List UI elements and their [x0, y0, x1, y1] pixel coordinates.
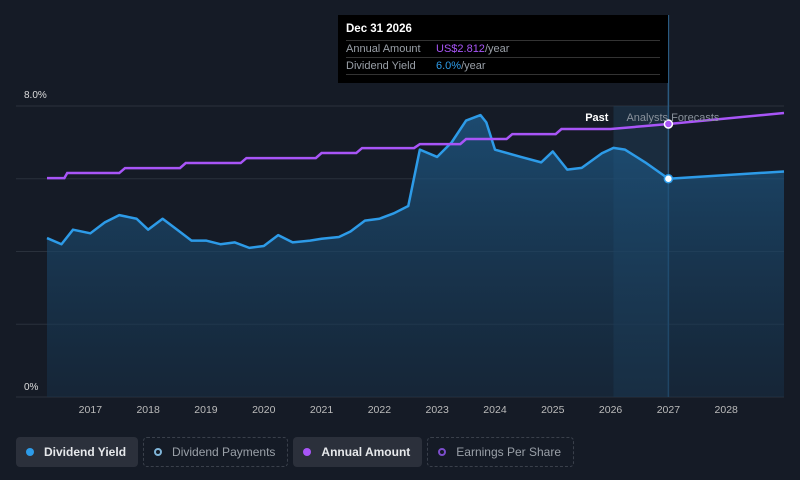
annual-amount-marker	[663, 119, 674, 129]
past-label: Past	[585, 112, 609, 124]
yield-line	[46, 113, 785, 250]
x-tick-label: 2026	[599, 404, 623, 416]
x-tick-label: 2027	[657, 404, 681, 416]
legend-earnings-per-share[interactable]: Earnings Per Share	[427, 437, 575, 467]
y-tick-label: 0%	[24, 382, 39, 393]
ring-icon	[154, 448, 163, 456]
x-tick-label: 2024	[483, 404, 507, 416]
ring-icon	[438, 448, 447, 456]
x-tick-label: 2020	[252, 404, 276, 416]
x-tick-label: 2022	[368, 404, 392, 416]
legend: Dividend Yield Dividend Payments Annual …	[16, 437, 575, 467]
tooltip-unit: /year	[461, 60, 486, 72]
y-tick-label: 8.0%	[24, 90, 47, 101]
dot-icon	[303, 448, 312, 456]
tooltip-unit: /year	[484, 43, 510, 55]
yield-area	[47, 115, 784, 397]
legend-dividend-yield[interactable]: Dividend Yield	[16, 437, 139, 467]
tooltip-value: 6.0%	[436, 60, 462, 72]
x-tick-label: 2023	[425, 404, 449, 416]
legend-dividend-payments[interactable]: Dividend Payments	[143, 437, 289, 467]
forecast-label: Analysts Forecasts	[626, 112, 719, 124]
legend-label: Dividend Payments	[172, 445, 276, 459]
legend-label: Dividend Yield	[44, 445, 127, 459]
tooltip-label: Annual Amount	[346, 43, 421, 55]
x-tick-label: 2025	[541, 404, 565, 416]
x-tick-label: 2021	[310, 404, 334, 416]
x-tick-label: 2019	[194, 404, 218, 416]
tooltip-label: Dividend Yield	[346, 60, 416, 72]
tooltip-row-dividend-yield: Dividend Yield 6.0% /year	[346, 58, 660, 75]
x-tick-label: 2018	[136, 404, 160, 416]
x-tick-label: 2028	[715, 404, 739, 416]
legend-label: Earnings Per Share	[456, 445, 562, 459]
annual-amount-line	[47, 111, 785, 180]
legend-annual-amount[interactable]: Annual Amount	[293, 437, 423, 467]
tooltip-value: US$2.812	[436, 43, 485, 55]
tooltip-date: Dec 31 2026	[346, 15, 660, 41]
tooltip-row-annual-amount: Annual Amount US$2.812 /year	[346, 41, 660, 58]
tooltip: Dec 31 2026 Annual Amount US$2.812 /year…	[338, 15, 668, 83]
x-tick-label: 2017	[79, 404, 103, 416]
legend-label: Annual Amount	[321, 445, 411, 459]
dot-icon	[26, 448, 34, 456]
yield-marker	[663, 174, 674, 184]
